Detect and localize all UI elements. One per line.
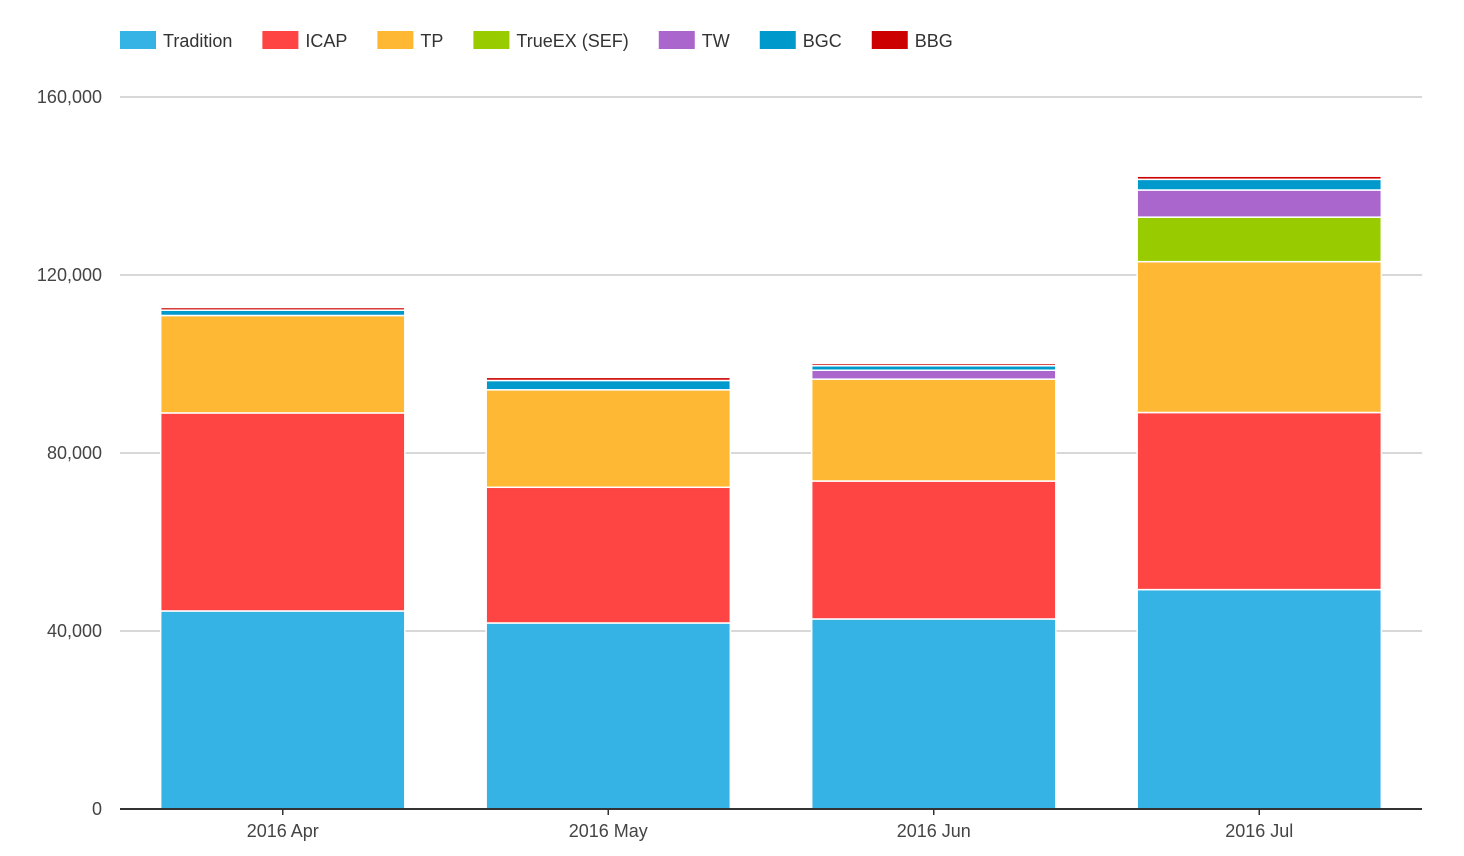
bar-segment: [159, 412, 406, 612]
bar-stack: [1136, 175, 1383, 810]
legend-swatch: [658, 31, 695, 49]
legend-item[interactable]: BGC: [759, 31, 842, 51]
bar-segment: [485, 379, 732, 391]
legend: Tradition ICAP TP TrueEX (SEF) TW BGC BBG: [120, 31, 953, 51]
bar-stack: [810, 362, 1057, 810]
legend-item[interactable]: TP: [377, 31, 443, 51]
bar-stack: [159, 306, 406, 810]
bar-segment: [485, 376, 732, 382]
bar-segment: [1136, 178, 1383, 191]
legend-label: TrueEX (SEF): [516, 31, 628, 51]
x-tick-label: 2016 Apr: [247, 821, 319, 841]
bar-segment: [810, 378, 1057, 482]
bar-segment: [159, 306, 406, 311]
y-tick-label: 160,000: [37, 87, 102, 107]
legend-label: TW: [702, 31, 730, 51]
bar-segment: [485, 486, 732, 624]
legend-label: BGC: [803, 31, 842, 51]
y-tick-label: 40,000: [47, 621, 102, 641]
legend-swatch: [262, 31, 299, 49]
bar-stack: [485, 376, 732, 810]
legend-item[interactable]: TW: [658, 31, 730, 51]
bar-segment: [1136, 216, 1383, 263]
y-tick-label: 120,000: [37, 265, 102, 285]
bar-segment: [810, 480, 1057, 620]
bar-segment: [810, 618, 1057, 810]
legend-item[interactable]: ICAP: [262, 31, 347, 51]
legend-item[interactable]: Tradition: [120, 31, 232, 51]
legend-label: ICAP: [305, 31, 347, 51]
x-tick-label: 2016 Jun: [897, 821, 971, 841]
legend-swatch: [759, 31, 796, 49]
bar-segment: [810, 369, 1057, 380]
y-tick-label: 0: [92, 799, 102, 819]
legend-swatch: [377, 31, 414, 49]
bar-segment: [810, 362, 1057, 367]
y-axis: 0 40,000 80,000 120,000 160,000: [37, 87, 102, 819]
bar-segment: [159, 309, 406, 317]
legend-item[interactable]: TrueEX (SEF): [473, 31, 629, 51]
legend-swatch: [871, 31, 908, 49]
bar-segment: [1136, 175, 1383, 181]
bar-segment: [485, 622, 732, 810]
legend-swatch: [120, 31, 156, 49]
bar-segment: [1136, 189, 1383, 218]
bar-segment: [159, 610, 406, 810]
x-tick-label: 2016 May: [569, 821, 648, 841]
legend-swatch: [473, 31, 510, 49]
bars: [159, 175, 1383, 810]
bar-segment: [485, 389, 732, 489]
bar-segment: [1136, 411, 1383, 591]
bar-segment: [1136, 260, 1383, 414]
bar-segment: [1136, 588, 1383, 810]
legend-label: BBG: [915, 31, 953, 51]
x-axis: 2016 Apr 2016 May 2016 Jun 2016 Jul: [247, 809, 1293, 841]
legend-label: TP: [420, 31, 443, 51]
legend-item[interactable]: BBG: [871, 31, 953, 51]
x-tick-label: 2016 Jul: [1225, 821, 1293, 841]
legend-label: Tradition: [163, 31, 232, 51]
bar-segment: [159, 314, 406, 414]
y-tick-label: 80,000: [47, 443, 102, 463]
